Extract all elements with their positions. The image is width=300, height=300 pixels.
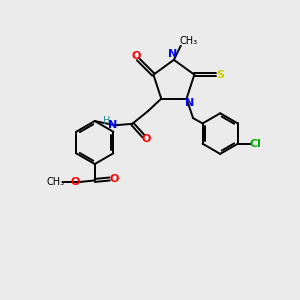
Text: N: N xyxy=(168,49,177,59)
Text: O: O xyxy=(132,51,141,61)
Text: CH₃: CH₃ xyxy=(47,177,65,187)
Text: CH₃: CH₃ xyxy=(180,36,198,46)
Text: N: N xyxy=(185,98,194,108)
Text: N: N xyxy=(108,120,117,130)
Text: O: O xyxy=(141,134,151,144)
Text: O: O xyxy=(110,174,119,184)
Text: O: O xyxy=(71,177,80,187)
Text: Cl: Cl xyxy=(250,139,262,149)
Text: H: H xyxy=(103,116,110,126)
Text: S: S xyxy=(216,70,224,80)
